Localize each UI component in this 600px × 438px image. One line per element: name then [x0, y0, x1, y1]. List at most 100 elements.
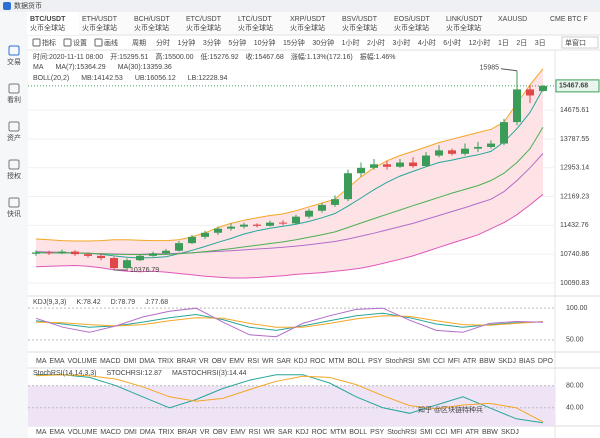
sidebar-icon[interactable]: [8, 45, 20, 56]
indicator-button[interactable]: EMV: [230, 429, 246, 436]
indicator-button[interactable]: WR: [263, 429, 275, 436]
period-button[interactable]: 3日: [535, 39, 546, 47]
candle-body: [149, 253, 157, 256]
tool-button[interactable]: 画线: [104, 38, 118, 47]
tab-name[interactable]: XAUUSD: [498, 16, 527, 23]
sidebar-icon[interactable]: [8, 197, 20, 208]
indicator-button[interactable]: EMV: [229, 358, 245, 365]
indicator-button[interactable]: DMI: [124, 358, 137, 365]
indicator-button[interactable]: ATR: [465, 429, 478, 436]
indicator-button[interactable]: StochRSI: [387, 429, 417, 436]
indicator-button[interactable]: VR: [200, 429, 210, 436]
period-button[interactable]: 6小时: [443, 38, 461, 47]
indicator-button[interactable]: TRIX: [158, 358, 174, 365]
sidebar-label[interactable]: 授权: [7, 171, 21, 180]
indicator-button[interactable]: BBW: [479, 358, 495, 365]
indicator-button[interactable]: OBV: [213, 429, 228, 436]
indicator-button[interactable]: TRIX: [158, 429, 174, 436]
period-button[interactable]: 30分钟: [312, 38, 334, 47]
period-button[interactable]: 1分钟: [178, 38, 196, 47]
sidebar-icon[interactable]: [8, 159, 20, 170]
period-button[interactable]: 10分钟: [254, 38, 276, 47]
indicator-button[interactable]: EMA: [49, 358, 65, 365]
indicator-button[interactable]: PSY: [370, 429, 384, 436]
indicator-button[interactable]: CCI: [435, 429, 447, 436]
tab-name[interactable]: ETC/USDT: [186, 16, 222, 23]
sidebar-icon[interactable]: [8, 121, 20, 132]
indicator-button[interactable]: SKDJ: [501, 429, 519, 436]
window-select[interactable]: [561, 36, 599, 49]
tool-button[interactable]: 指标: [42, 38, 56, 47]
indicator-button[interactable]: SMI: [418, 358, 431, 365]
indicator-button[interactable]: WR: [262, 358, 274, 365]
indicator-button[interactable]: DMI: [124, 429, 137, 436]
period-button[interactable]: 12小时: [469, 38, 491, 47]
tab-name[interactable]: BSV/USDT: [342, 16, 378, 23]
tab-name[interactable]: LTC/USDT: [238, 16, 272, 23]
indicator-button[interactable]: VOLUME: [67, 358, 97, 365]
indicator-button[interactable]: BOLL: [349, 429, 367, 436]
indicator-button[interactable]: RSI: [247, 358, 259, 365]
indicator-button[interactable]: BOLL: [347, 358, 365, 365]
indicator-button[interactable]: MA: [36, 358, 47, 365]
indicator-button[interactable]: VR: [199, 358, 209, 365]
period-button[interactable]: 1日: [498, 39, 509, 47]
indicator-button[interactable]: DPO: [538, 358, 554, 365]
indicator-button[interactable]: SMI: [420, 429, 433, 436]
indicator-button[interactable]: PSY: [368, 358, 382, 365]
indicator-button[interactable]: SAR: [277, 358, 291, 365]
period-button[interactable]: 分时: [156, 38, 170, 47]
period-button[interactable]: 3小时: [392, 38, 410, 47]
indicator-button[interactable]: SKDJ: [498, 358, 516, 365]
indicator-button[interactable]: EMA: [50, 429, 66, 436]
indicator-button[interactable]: BRAR: [177, 358, 196, 365]
tab-name[interactable]: BTC/USDT: [30, 16, 66, 23]
period-button[interactable]: 5分钟: [228, 38, 246, 47]
indicator-button[interactable]: BBW: [482, 429, 498, 436]
indicator-line: [35, 126, 544, 256]
indicator-button[interactable]: KDJ: [294, 358, 307, 365]
indicator-button[interactable]: KDJ: [295, 429, 308, 436]
candle-body: [32, 252, 40, 254]
indicator-button[interactable]: StochRSI: [385, 358, 415, 365]
indicator-button[interactable]: RSI: [249, 429, 261, 436]
indicator-button[interactable]: MA: [36, 429, 47, 436]
indicator-button[interactable]: VOLUME: [68, 429, 98, 436]
tab-name[interactable]: EOS/USDT: [394, 16, 431, 23]
sidebar-label[interactable]: 看利: [7, 95, 21, 104]
indicator-button[interactable]: ROC: [310, 358, 326, 365]
indicator-button[interactable]: DMA: [140, 429, 156, 436]
indicator-button[interactable]: OBV: [212, 358, 227, 365]
y-tick-label: 100.00: [566, 305, 588, 312]
indicator-button[interactable]: MFI: [448, 358, 460, 365]
indicator-button[interactable]: DMA: [139, 358, 155, 365]
indicator-button[interactable]: SAR: [278, 429, 292, 436]
tab-name[interactable]: XRP/USDT: [290, 16, 326, 23]
sidebar-label[interactable]: 资产: [7, 133, 21, 142]
indicator-button[interactable]: CCI: [433, 358, 445, 365]
sidebar-icon[interactable]: [8, 83, 20, 94]
indicator-button[interactable]: MTM: [330, 429, 346, 436]
period-button[interactable]: 3分钟: [203, 38, 221, 47]
period-button[interactable]: 15分钟: [283, 38, 305, 47]
indicator-button[interactable]: ATR: [463, 358, 476, 365]
indicator-button[interactable]: BIAS: [519, 358, 535, 365]
tab-name[interactable]: BCH/USDT: [134, 16, 171, 23]
indicator-button[interactable]: MACD: [100, 429, 121, 436]
indicator-button[interactable]: MTM: [328, 358, 344, 365]
indicator-button[interactable]: ROC: [312, 429, 328, 436]
tab-name[interactable]: ETH/USDT: [82, 16, 118, 23]
period-button[interactable]: 2小时: [367, 38, 385, 47]
tab-name[interactable]: CME BTC F: [550, 16, 588, 23]
indicator-button[interactable]: MACD: [100, 358, 121, 365]
period-button[interactable]: 1小时: [342, 38, 360, 47]
period-button[interactable]: 4小时: [418, 38, 436, 47]
tab-name[interactable]: LINK/USDT: [446, 16, 483, 23]
tool-button[interactable]: 设置: [73, 38, 87, 47]
period-button[interactable]: 2日: [516, 39, 527, 47]
sidebar-label[interactable]: 交易: [7, 57, 21, 66]
indicator-button[interactable]: BRAR: [177, 429, 196, 436]
window-mode[interactable]: 单窗口: [565, 38, 586, 47]
indicator-button[interactable]: MFI: [450, 429, 462, 436]
sidebar-label[interactable]: 快讯: [7, 209, 21, 218]
